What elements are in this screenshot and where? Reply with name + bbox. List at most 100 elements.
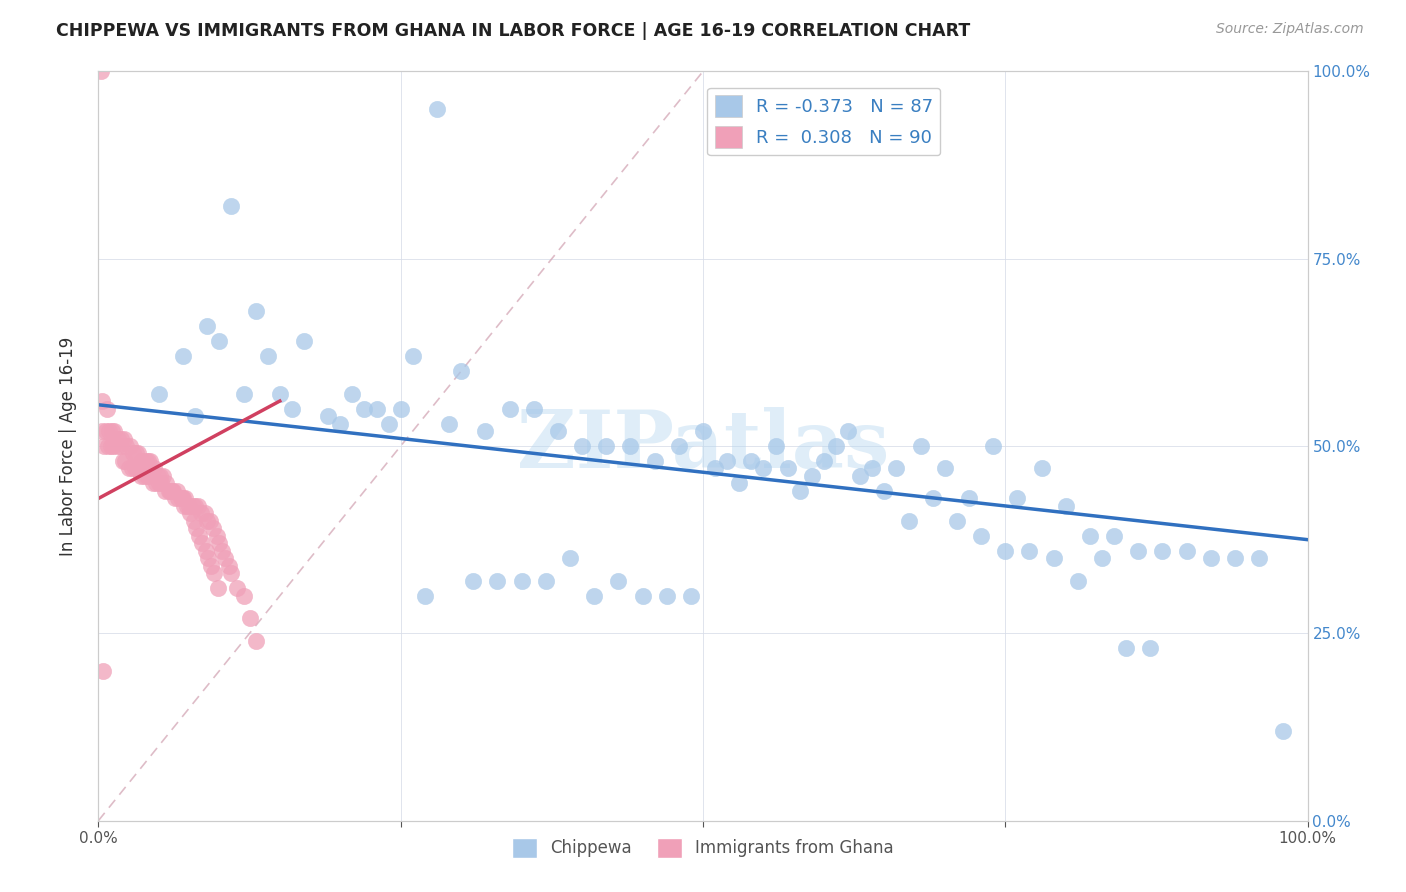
Point <box>179 499 201 513</box>
Point <box>214 551 236 566</box>
Point <box>118 439 141 453</box>
Point <box>148 476 170 491</box>
Point <box>121 461 143 475</box>
Point <box>111 454 134 468</box>
Point <box>170 491 193 506</box>
Point <box>486 574 509 588</box>
Point <box>644 454 666 468</box>
Point <box>218 558 240 573</box>
Point <box>970 529 993 543</box>
Point <box>184 499 207 513</box>
Point <box>139 454 162 468</box>
Point <box>256 349 278 363</box>
Point <box>149 469 172 483</box>
Point <box>353 401 375 416</box>
Point <box>160 483 183 498</box>
Point <box>631 589 654 603</box>
Point <box>1031 461 1053 475</box>
Point <box>1139 641 1161 656</box>
Point <box>131 454 153 468</box>
Point <box>1223 551 1246 566</box>
Point <box>190 507 212 521</box>
Point <box>245 633 267 648</box>
Point <box>187 529 209 543</box>
Point <box>740 454 762 468</box>
Point <box>186 521 208 535</box>
Point <box>197 551 219 566</box>
Point <box>1128 544 1150 558</box>
Point <box>108 439 131 453</box>
Point <box>668 439 690 453</box>
Point <box>90 64 112 78</box>
Point <box>181 499 204 513</box>
Point <box>135 469 157 483</box>
Point <box>148 386 170 401</box>
Point <box>316 409 339 423</box>
Point <box>110 432 132 446</box>
Point <box>221 566 243 581</box>
Y-axis label: In Labor Force | Age 16-19: In Labor Force | Age 16-19 <box>59 336 77 556</box>
Point <box>239 611 262 625</box>
Point <box>426 102 449 116</box>
Point <box>910 439 932 453</box>
Text: ZIPatlas: ZIPatlas <box>517 407 889 485</box>
Point <box>98 424 121 438</box>
Point <box>679 589 702 603</box>
Point <box>204 566 226 581</box>
Point <box>211 544 233 558</box>
Point <box>728 476 751 491</box>
Point <box>100 424 122 438</box>
Point <box>860 461 883 475</box>
Point <box>873 483 896 498</box>
Point <box>129 469 152 483</box>
Point <box>100 439 122 453</box>
Point <box>105 439 128 453</box>
Point <box>437 417 460 431</box>
Point <box>118 461 141 475</box>
Point <box>167 491 190 506</box>
Point <box>1018 544 1040 558</box>
Point <box>994 544 1017 558</box>
Point <box>474 424 496 438</box>
Point <box>208 334 231 348</box>
Point <box>155 476 177 491</box>
Point <box>91 424 114 438</box>
Point <box>146 469 169 483</box>
Point <box>1054 499 1077 513</box>
Point <box>91 664 114 678</box>
Point <box>1007 491 1029 506</box>
Point <box>194 507 217 521</box>
Point <box>200 558 222 573</box>
Point <box>122 446 145 460</box>
Point <box>934 461 956 475</box>
Point <box>776 461 799 475</box>
Point <box>377 417 399 431</box>
Point <box>523 401 546 416</box>
Point <box>145 476 167 491</box>
Point <box>166 483 188 498</box>
Point <box>135 454 157 468</box>
Point <box>946 514 969 528</box>
Point <box>172 349 194 363</box>
Point <box>124 461 146 475</box>
Point <box>849 469 872 483</box>
Point <box>226 582 249 596</box>
Point <box>450 364 472 378</box>
Point <box>957 491 980 506</box>
Point <box>655 589 678 603</box>
Point <box>402 349 425 363</box>
Point <box>143 461 166 475</box>
Point <box>163 491 186 506</box>
Point <box>329 417 352 431</box>
Text: CHIPPEWA VS IMMIGRANTS FROM GHANA IN LABOR FORCE | AGE 16-19 CORRELATION CHART: CHIPPEWA VS IMMIGRANTS FROM GHANA IN LAB… <box>56 22 970 40</box>
Point <box>91 394 114 409</box>
Point <box>94 424 117 438</box>
Point <box>1175 544 1198 558</box>
Point <box>292 334 315 348</box>
Point <box>1249 551 1271 566</box>
Point <box>103 424 125 438</box>
Point <box>837 424 859 438</box>
Point <box>101 439 124 453</box>
Point <box>183 514 205 528</box>
Point <box>1102 529 1125 543</box>
